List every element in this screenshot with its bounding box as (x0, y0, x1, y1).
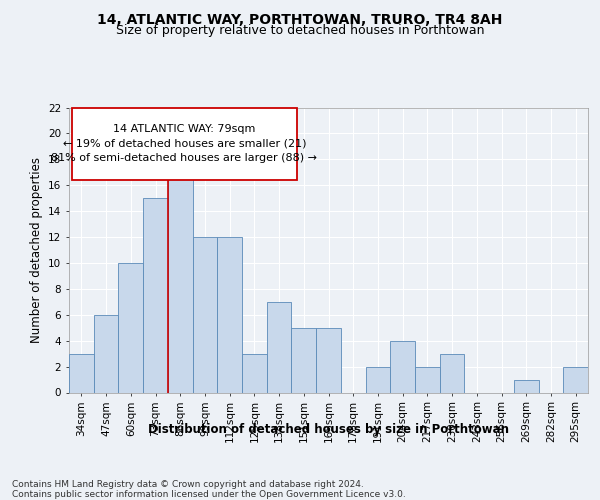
Bar (292, 328, 316, 392)
Text: 14 ATLANTIC WAY: 79sqm
← 19% of detached houses are smaller (21)
81% of semi-det: 14 ATLANTIC WAY: 79sqm ← 19% of detached… (52, 124, 317, 163)
Bar (143, 198, 168, 392)
Bar (514, 380, 539, 392)
FancyBboxPatch shape (71, 108, 298, 180)
Bar (390, 340, 415, 392)
Y-axis label: Number of detached properties: Number of detached properties (29, 157, 43, 343)
Bar (168, 160, 193, 392)
Bar (267, 302, 292, 392)
Bar (69, 354, 94, 393)
Bar (316, 328, 341, 392)
Bar (118, 263, 143, 392)
Bar (440, 354, 464, 393)
Bar (365, 366, 390, 392)
Bar (242, 354, 267, 393)
Text: 14, ATLANTIC WAY, PORTHTOWAN, TRURO, TR4 8AH: 14, ATLANTIC WAY, PORTHTOWAN, TRURO, TR4… (97, 13, 503, 27)
Bar (563, 366, 588, 392)
Text: Distribution of detached houses by size in Porthtowan: Distribution of detached houses by size … (148, 422, 509, 436)
Text: Contains HM Land Registry data © Crown copyright and database right 2024.
Contai: Contains HM Land Registry data © Crown c… (12, 480, 406, 499)
Bar (193, 237, 217, 392)
Bar (217, 237, 242, 392)
Bar (94, 315, 118, 392)
Bar (415, 366, 440, 392)
Text: Size of property relative to detached houses in Porthtowan: Size of property relative to detached ho… (116, 24, 484, 37)
